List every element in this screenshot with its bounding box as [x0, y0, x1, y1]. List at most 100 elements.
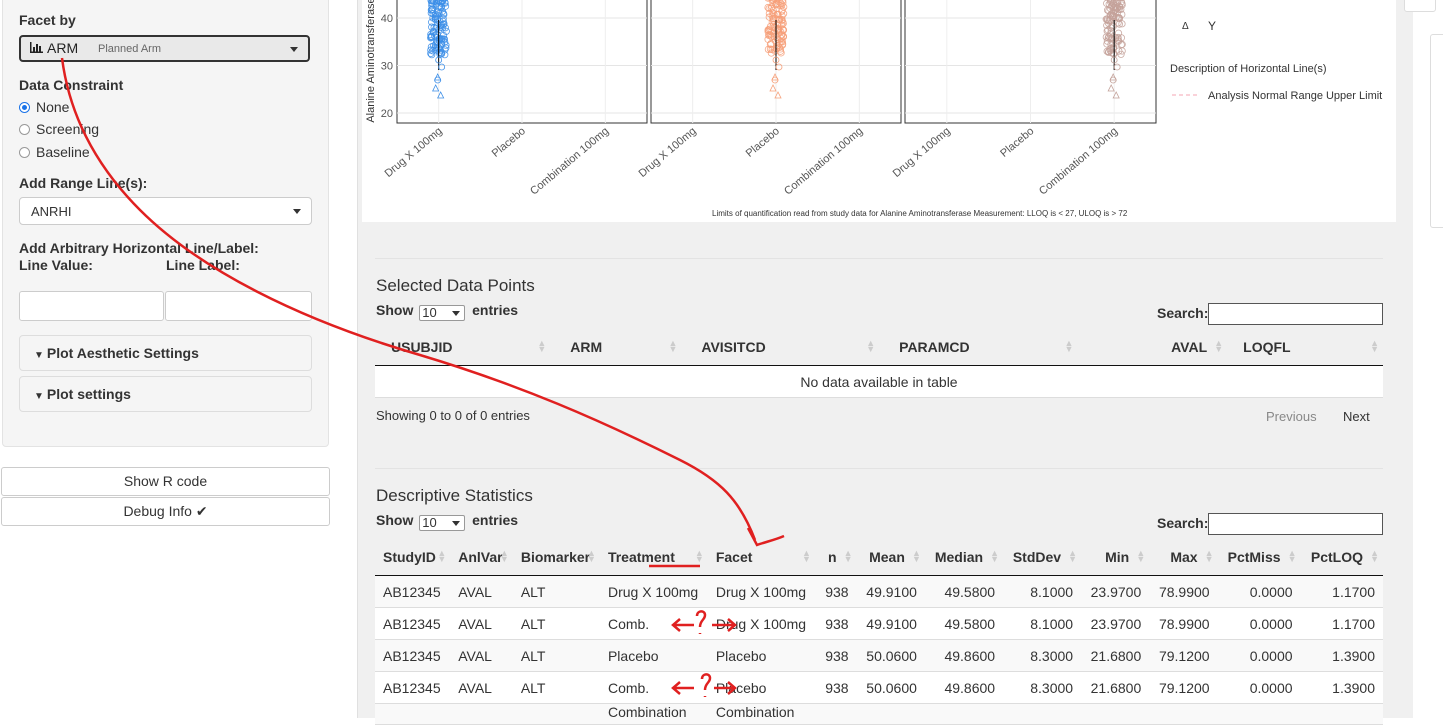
- table-cell: [815, 704, 857, 725]
- radio-button[interactable]: [19, 124, 30, 135]
- table-cell: 23.9700: [1081, 576, 1149, 608]
- table-cell: Drug X 100mg: [600, 576, 708, 608]
- table-cell: 50.0600: [857, 672, 925, 704]
- radio-button[interactable]: [19, 147, 30, 158]
- plot-aesthetic-settings[interactable]: ▼Plot Aesthetic Settings: [19, 335, 312, 371]
- entries-select[interactable]: 10: [419, 305, 465, 321]
- table-cell: 938: [815, 608, 857, 640]
- stats-table: StudyID▲▼AnlVar▲▼Biomarker▲▼Treatment▲▼F…: [375, 539, 1383, 725]
- x-tick-label: Combination 100mg: [528, 125, 611, 197]
- column-header[interactable]: Treatment▲▼: [600, 539, 708, 576]
- column-header[interactable]: Biomarker▲▼: [513, 539, 600, 576]
- column-header[interactable]: Min▲▼: [1081, 539, 1149, 576]
- column-header[interactable]: PARAMCD▲▼: [879, 329, 1077, 366]
- table-cell: Comb.: [600, 608, 708, 640]
- range-select[interactable]: ANRHI: [19, 197, 312, 225]
- radio-button[interactable]: [19, 102, 30, 113]
- sort-icon: ▲▼: [437, 550, 446, 562]
- x-tick-label: Placebo: [998, 125, 1036, 160]
- line-value-input[interactable]: [19, 291, 164, 321]
- table-cell: ALT: [513, 640, 600, 672]
- column-header[interactable]: PctMiss▲▼: [1218, 539, 1301, 576]
- column-header[interactable]: USUBJID▲▼: [375, 329, 550, 366]
- search-label: Search:: [1157, 305, 1208, 321]
- column-header[interactable]: StdDev▲▼: [1003, 539, 1081, 576]
- sort-icon: ▲▼: [587, 550, 596, 562]
- table-cell: [1218, 704, 1301, 725]
- y-tick-label: 40: [381, 13, 393, 25]
- radio-baseline[interactable]: Baseline: [19, 144, 90, 160]
- column-header[interactable]: LOQFL▲▼: [1227, 329, 1383, 366]
- plot-settings[interactable]: ▼Plot settings: [19, 376, 312, 412]
- table-cell: [375, 704, 450, 725]
- column-header[interactable]: Mean▲▼: [857, 539, 925, 576]
- show-r-code-button[interactable]: Show R code: [1, 467, 330, 496]
- column-header[interactable]: AnlVar▲▼: [450, 539, 513, 576]
- x-tick-label: Drug X 100mg: [637, 125, 699, 180]
- empty-message: No data available in table: [375, 366, 1383, 398]
- table-cell: 49.8600: [925, 640, 1003, 672]
- chevron-down-icon: [290, 47, 298, 52]
- table-cell: AB12345: [375, 640, 450, 672]
- table-cell: AVAL: [450, 608, 513, 640]
- debug-info-button[interactable]: Debug Info ✔: [1, 497, 330, 526]
- entries-select[interactable]: 10: [419, 515, 465, 531]
- column-header[interactable]: AVAL▲▼: [1077, 329, 1227, 366]
- line-label-input[interactable]: [165, 291, 312, 321]
- sort-icon: ▲▼: [695, 550, 704, 562]
- radio-none[interactable]: None: [19, 99, 69, 115]
- table-cell: 938: [815, 576, 857, 608]
- table-cell: Drug X 100mg: [708, 576, 815, 608]
- column-header[interactable]: AVISITCD▲▼: [681, 329, 879, 366]
- facet-select[interactable]: ARM Planned Arm: [19, 35, 310, 62]
- radio-screening[interactable]: Screening: [19, 121, 99, 137]
- y-axis-label: Alanine Aminotransferase: [365, 0, 377, 123]
- search-input[interactable]: [1208, 303, 1383, 325]
- sort-icon: ▲▼: [500, 550, 509, 562]
- chevron-down-icon: [293, 209, 301, 214]
- table-cell: 50.0600: [857, 640, 925, 672]
- table-cell: 8.1000: [1003, 608, 1081, 640]
- column-header[interactable]: Median▲▼: [925, 539, 1003, 576]
- legend-title: Description of Horizontal Line(s): [1170, 63, 1327, 75]
- table-cell: 8.3000: [1003, 672, 1081, 704]
- column-header[interactable]: PctLOQ▲▼: [1301, 539, 1383, 576]
- legend-symbol: Δ: [1182, 21, 1189, 32]
- search-input[interactable]: [1208, 513, 1383, 535]
- table-cell: 79.1200: [1149, 672, 1217, 704]
- facet-label: Facet by: [19, 12, 76, 28]
- sort-icon: ▲▼: [912, 550, 921, 562]
- table-info: Showing 0 to 0 of 0 entries: [376, 408, 530, 423]
- column-header[interactable]: Facet▲▼: [708, 539, 815, 576]
- column-header[interactable]: n▲▼: [815, 539, 857, 576]
- sort-icon: ▲▼: [866, 340, 875, 352]
- column-header[interactable]: ARM▲▼: [550, 329, 681, 366]
- column-header[interactable]: StudyID▲▼: [375, 539, 450, 576]
- stats-title: Descriptive Statistics: [376, 486, 533, 506]
- table-cell: 0.0000: [1218, 608, 1301, 640]
- table-cell: [450, 704, 513, 725]
- right-control[interactable]: [1404, 0, 1436, 12]
- next-button[interactable]: Next: [1343, 409, 1370, 424]
- stats-length-control: Show 10 entries: [376, 512, 518, 531]
- sort-icon: ▲▼: [990, 550, 999, 562]
- column-header[interactable]: Max▲▼: [1149, 539, 1217, 576]
- table-cell: 21.6800: [1081, 672, 1149, 704]
- table-cell: AVAL: [450, 672, 513, 704]
- x-tick-label: Drug X 100mg: [383, 125, 445, 180]
- table-cell: 8.3000: [1003, 640, 1081, 672]
- selected-title: Selected Data Points: [376, 276, 535, 296]
- sort-icon: ▲▼: [1214, 340, 1223, 352]
- bar-chart-icon: [30, 42, 43, 56]
- table-cell: Combination: [708, 704, 815, 725]
- previous-button[interactable]: Previous: [1266, 409, 1317, 424]
- table-cell: 79.1200: [1149, 640, 1217, 672]
- table-cell: 21.6800: [1081, 640, 1149, 672]
- table-cell: 49.8600: [925, 672, 1003, 704]
- table-cell: ALT: [513, 608, 600, 640]
- x-tick-label: Combination 100mg: [782, 125, 865, 197]
- sort-icon: ▲▼: [668, 340, 677, 352]
- table-cell: 23.9700: [1081, 608, 1149, 640]
- sort-icon: ▲▼: [1370, 340, 1379, 352]
